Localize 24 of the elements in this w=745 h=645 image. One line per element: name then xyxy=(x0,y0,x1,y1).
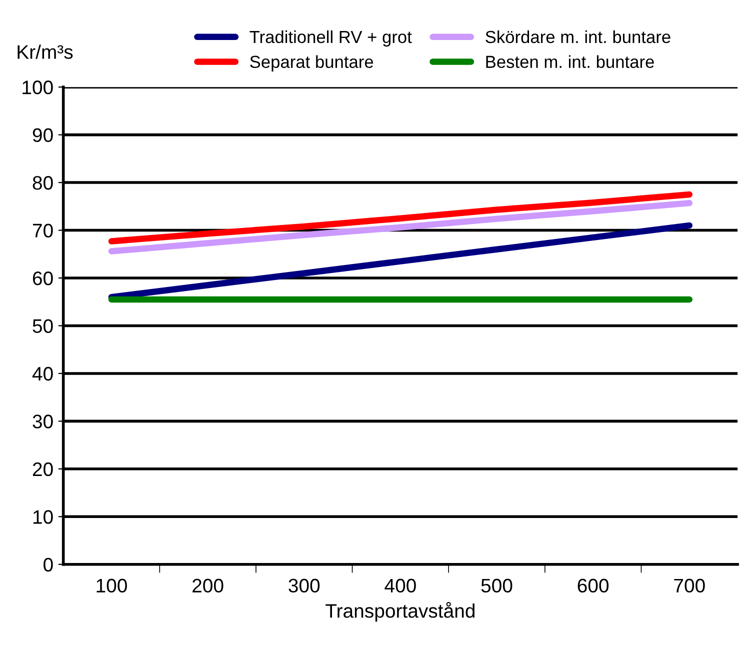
y-tick-label: 80 xyxy=(32,176,53,190)
y-tick-label: 20 xyxy=(32,462,53,476)
y-axis-title: Kr/m³s xyxy=(18,44,73,59)
x-tick-label: 600 xyxy=(578,578,609,593)
y-tick-label: 0 xyxy=(44,558,53,572)
y-tick-label: 30 xyxy=(32,414,53,428)
x-axis-title: Transportavstånd xyxy=(326,602,474,622)
legend-label: Traditionell RV + grot xyxy=(250,30,412,47)
x-tick-label: 500 xyxy=(481,578,512,593)
x-tick-label: 700 xyxy=(674,578,705,593)
legend-label: Skördare m. int. buntare xyxy=(486,30,670,44)
y-tick-label: 40 xyxy=(32,366,53,381)
x-tick-label: 400 xyxy=(384,578,416,593)
y-tick-label: 70 xyxy=(32,224,53,238)
legend-label: Separat buntare xyxy=(250,55,374,72)
x-tick-label: 100 xyxy=(96,578,127,593)
y-tick-label: 60 xyxy=(32,271,53,286)
x-tick-label: 300 xyxy=(288,578,320,593)
y-tick-label: 100 xyxy=(22,80,53,94)
y-tick-label: 50 xyxy=(32,319,53,333)
x-tick-label: 200 xyxy=(192,578,224,593)
y-tick-label: 10 xyxy=(33,510,53,524)
y-tick-label: 90 xyxy=(32,128,53,142)
legend-label: Besten m. int. buntare xyxy=(486,55,654,68)
